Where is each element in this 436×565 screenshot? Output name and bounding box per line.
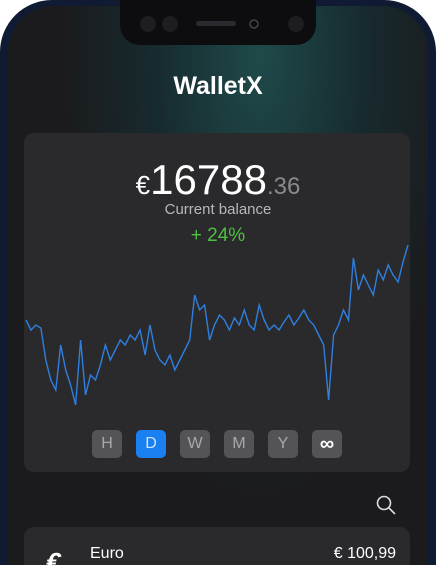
balance-label: Current balance <box>164 201 272 218</box>
balance-card <box>24 133 410 472</box>
range-button[interactable]: W <box>180 430 210 458</box>
account-row[interactable]: € Euro € 100,99 <box>24 527 410 565</box>
balance: €16788.36 <box>0 156 436 204</box>
account-icon: € <box>46 547 61 565</box>
range-button[interactable]: Y <box>268 430 298 458</box>
balance-decimals: .36 <box>266 173 301 200</box>
currency: € <box>135 170 151 200</box>
balance-line <box>25 244 409 406</box>
range-button[interactable]: D <box>136 430 166 458</box>
notch-icons <box>140 16 304 32</box>
search-icon[interactable] <box>375 494 397 516</box>
range-button[interactable]: H <box>92 430 122 458</box>
balance-integer: 16788 <box>150 156 267 203</box>
range-button[interactable]: M <box>224 430 254 458</box>
account-amount: € 100,99 <box>333 545 396 562</box>
account-name: Euro <box>90 545 124 562</box>
range-button[interactable]: ∞ <box>312 430 342 458</box>
app-title: WalletX <box>173 72 263 100</box>
balance-change: + 24% <box>190 225 246 246</box>
notch <box>120 0 316 45</box>
